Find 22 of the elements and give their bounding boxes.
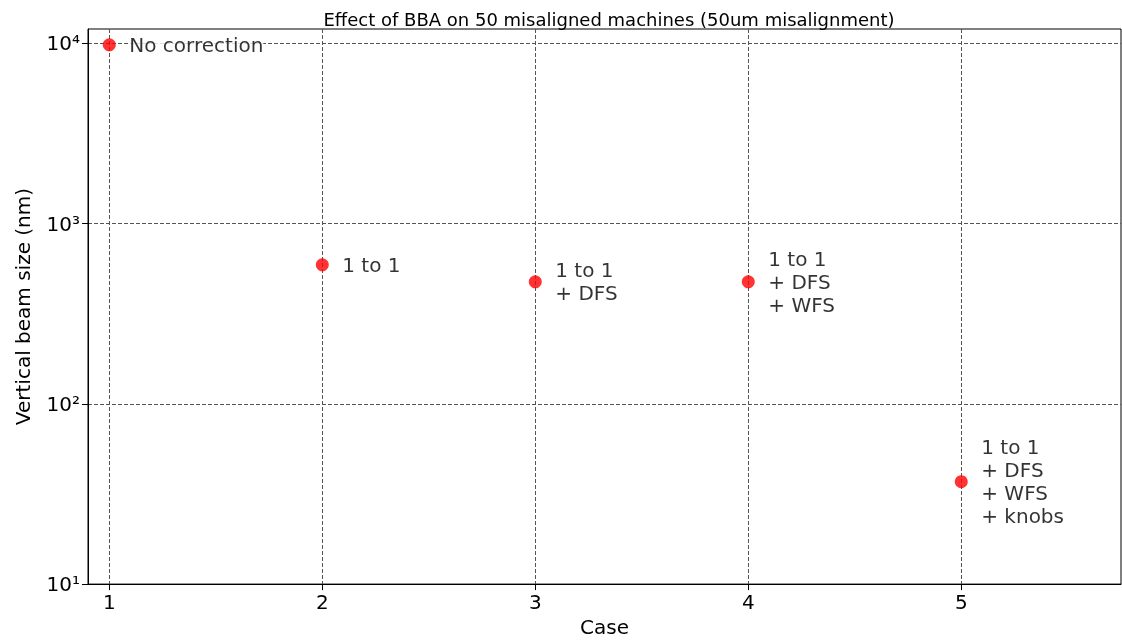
y-tick-label: 10² <box>46 391 80 416</box>
x-tick-label: 5 <box>954 590 968 615</box>
annotation: 1 to 1 <box>342 252 401 277</box>
annotation: 1 to 1 + DFS <box>555 258 618 306</box>
x-axis-title: Case <box>580 615 629 639</box>
x-tick-label: 1 <box>102 590 116 615</box>
point <box>741 275 755 289</box>
annotation: 1 to 1 + DFS + WFS + knobs <box>981 435 1064 529</box>
annotation: 1 to 1 + DFS + WFS <box>768 246 836 317</box>
y-tick-label: 10⁴ <box>46 31 80 56</box>
x-tick-label: 2 <box>315 590 329 615</box>
x-tick-label: 3 <box>528 590 542 615</box>
chart-title: Effect of BBA on 50 misaligned machines (50um misalignment) <box>323 8 895 30</box>
annotation: No correction <box>129 32 264 57</box>
point <box>102 38 116 52</box>
y-tick-label: 10³ <box>46 211 80 236</box>
point <box>315 258 329 272</box>
x-tick-label: 4 <box>741 590 755 615</box>
y-axis-title: Vertical beam size (nm) <box>11 187 35 426</box>
y-tick-label: 10¹ <box>46 572 80 597</box>
point <box>528 275 542 289</box>
point <box>954 475 968 489</box>
